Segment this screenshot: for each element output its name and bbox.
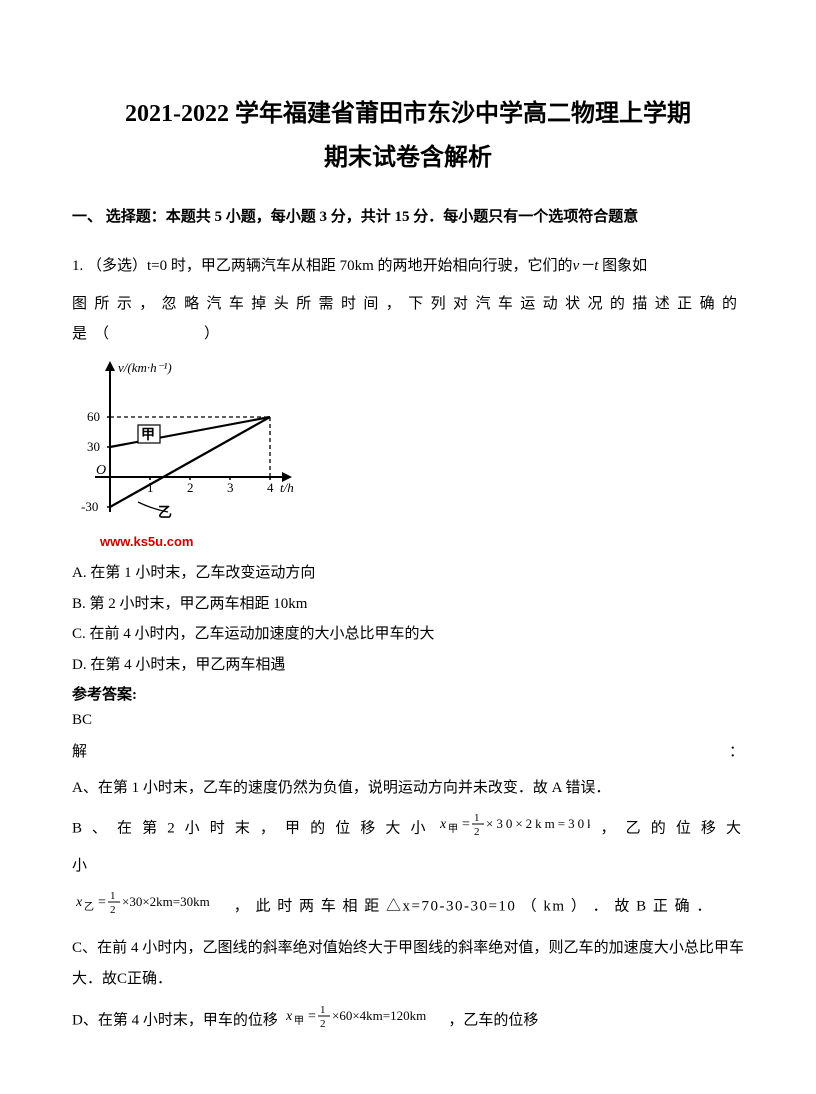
option-d: D. 在第 4 小时末，甲乙两车相遇 — [72, 651, 744, 680]
vt-symbol: v－t — [573, 258, 599, 274]
svg-text:=: = — [98, 895, 106, 910]
option-b: B. 第 2 小时末，甲乙两车相距 10km — [72, 590, 744, 619]
svg-text:v/(km·h⁻¹): v/(km·h⁻¹) — [118, 360, 172, 375]
svg-text:-30: -30 — [81, 499, 98, 514]
page-title-line1: 2021-2022 学年福建省莆田市东沙中学高二物理上学期 — [72, 96, 744, 132]
answers-label: 参考答案: — [72, 683, 744, 704]
svg-text:x: x — [76, 895, 83, 910]
svg-text:=: = — [462, 817, 473, 832]
explain-c-line1: C、在前 4 小时内，乙图线的斜率绝对值始终大于甲图线的斜率绝对值，则乙车的加速… — [72, 933, 744, 996]
svg-text:×60×4km=120km: ×60×4km=120km — [332, 1008, 426, 1023]
svg-text:2: 2 — [187, 480, 194, 495]
q1-intro-b: 图象如 — [598, 258, 647, 274]
svg-text:1: 1 — [320, 1004, 326, 1016]
svg-text:1: 1 — [474, 812, 483, 824]
q1-intro-a: 1. （多选）t=0 时，甲乙两辆汽车从相距 70km 的两地开始相向行驶，它们… — [72, 258, 573, 274]
svg-text:×30×2km=30km: ×30×2km=30km — [122, 894, 210, 909]
svg-text:1: 1 — [147, 480, 154, 495]
vt-graph-svg: v/(km·h⁻¹) 60 30 -30 O 1 2 3 4 t/h 甲 乙 — [80, 357, 300, 527]
page-title-line2: 期末试卷含解析 — [72, 140, 744, 176]
q1-intro-line2: 图所示，忽略汽车掉头所需时间，下列对汽车运动状况的描述正确的是（ ） — [72, 289, 744, 349]
svg-text:2: 2 — [320, 1018, 326, 1030]
svg-text:3: 3 — [227, 480, 234, 495]
expD-post: ，乙车的位移 — [448, 1012, 538, 1028]
explain-left: 解 — [72, 737, 87, 769]
svg-text:乙: 乙 — [84, 901, 94, 913]
svg-text:30: 30 — [87, 439, 100, 454]
svg-text:甲: 甲 — [294, 1016, 304, 1027]
explain-right: ： — [729, 737, 744, 769]
explain-a: A、在第 1 小时末，乙车的速度仍然为负值，说明运动方向并未改变．故 A 错误． — [72, 773, 744, 805]
formula-x-jia: x 甲 = 1 2 ×30×2km=30km — [440, 808, 590, 851]
formula-x-jia4: x 甲 = 1 2 ×60×4km=120km — [286, 1000, 441, 1043]
section-heading: 一、 选择题：本题共 5 小题，每小题 3 分，共计 15 分．每小题只有一个选… — [72, 204, 744, 231]
svg-text:4: 4 — [267, 480, 274, 495]
svg-text:1: 1 — [110, 890, 116, 902]
svg-text:2: 2 — [474, 826, 483, 838]
explain-d: D、在第 4 小时末，甲车的位移 x 甲 = 1 2 ×60×4km=120km… — [72, 1000, 744, 1043]
q1-intro-line1: 1. （多选）t=0 时，甲乙两辆汽车从相距 70km 的两地开始相向行驶，它们… — [72, 251, 744, 281]
explain-b-line1: B 、 在 第 2 小 时 末 ， 甲 的 位 移 大 小 x 甲 = 1 2 … — [72, 808, 744, 882]
option-c: C. 在前 4 小时内，乙车运动加速度的大小总比甲车的大 — [72, 620, 744, 649]
expB-pre: B 、 在 第 2 小 时 末 ， 甲 的 位 移 大 小 — [72, 821, 429, 837]
explain-b-line2: x 乙 = 1 2 ×30×2km=30km ， 此 时 两 车 相 距 △x=… — [72, 886, 744, 929]
svg-text:×30×2km=30km: ×30×2km=30km — [486, 816, 590, 831]
option-a: A. 在第 1 小时末，乙车改变运动方向 — [72, 559, 744, 588]
explain-label: 解 ： — [72, 737, 744, 769]
svg-text:乙: 乙 — [158, 505, 172, 521]
answers: BC — [72, 712, 744, 729]
svg-text:2: 2 — [110, 904, 116, 916]
watermark: www.ks5u.com — [100, 534, 744, 549]
svg-text:x: x — [286, 1009, 293, 1024]
svg-text:=: = — [308, 1009, 316, 1024]
svg-text:t/h: t/h — [280, 480, 294, 495]
expD-pre: D、在第 4 小时末，甲车的位移 — [72, 1012, 278, 1028]
expB-post: ， 此 时 两 车 相 距 △x=70-30-30=10 （ km ） ． 故 … — [234, 899, 713, 915]
formula-x-yi: x 乙 = 1 2 ×30×2km=30km — [76, 886, 226, 929]
svg-text:甲: 甲 — [448, 824, 461, 835]
svg-text:O: O — [96, 463, 106, 478]
svg-text:60: 60 — [87, 409, 100, 424]
svg-text:甲: 甲 — [141, 427, 155, 443]
vt-graph: v/(km·h⁻¹) 60 30 -30 O 1 2 3 4 t/h 甲 乙 — [80, 357, 744, 532]
